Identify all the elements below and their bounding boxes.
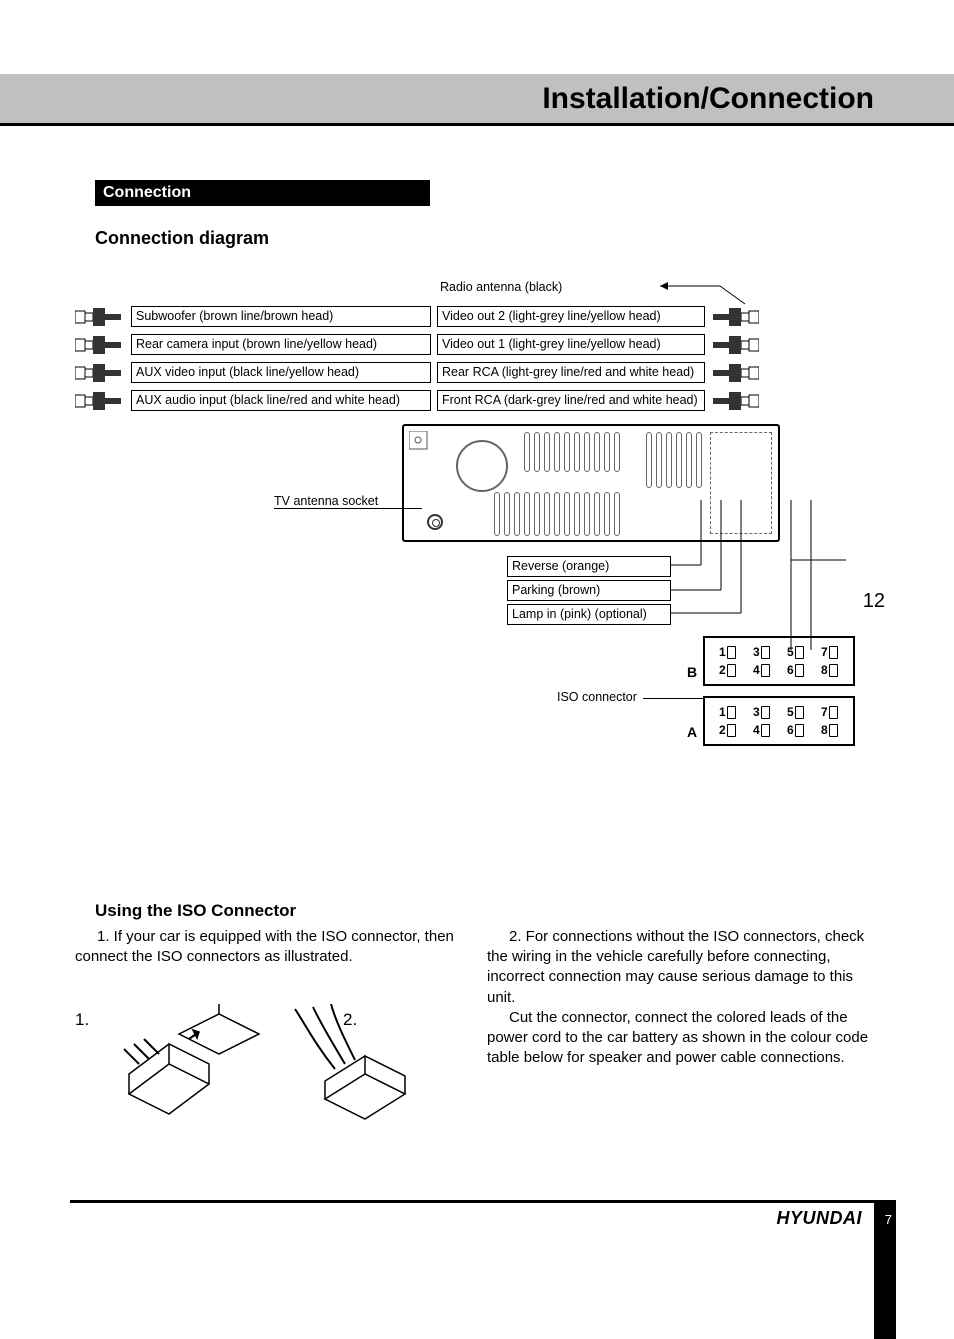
rca-left-2 bbox=[75, 336, 123, 354]
iso-letter-b: B bbox=[687, 664, 697, 680]
pin: 7 bbox=[821, 644, 845, 660]
page-number: 7 bbox=[885, 1212, 892, 1227]
cd-mech-icon bbox=[456, 440, 508, 492]
pin: 1 bbox=[719, 644, 743, 660]
left-conn-3: AUX video input (black line/yellow head) bbox=[131, 362, 431, 383]
rca-left-1 bbox=[75, 308, 123, 326]
tv-socket-label: TV antenna socket bbox=[274, 494, 378, 508]
para-1: 1. If your car is equipped with the ISO … bbox=[75, 927, 463, 968]
page-title: Installation/Connection bbox=[542, 82, 874, 116]
antenna-port-icon bbox=[409, 431, 429, 451]
rca-right-2 bbox=[711, 336, 759, 354]
iso-illustrations: 1. 2. bbox=[75, 1010, 445, 1130]
connection-diagram: Radio antenna (black) Subwoofer (brown l… bbox=[75, 276, 875, 766]
pin: 8 bbox=[821, 722, 845, 738]
tv-socket-icon bbox=[427, 514, 443, 530]
para-2a: 2. For connections without the ISO conne… bbox=[487, 927, 875, 1008]
left-conn-2: Rear camera input (brown line/yellow hea… bbox=[131, 334, 431, 355]
pin: 5 bbox=[787, 704, 811, 720]
iso-connector-a: A 1 3 5 7 2 4 6 8 bbox=[703, 696, 855, 746]
brand-logo: HYUNDAI bbox=[776, 1208, 862, 1229]
iso-label: ISO connector bbox=[557, 690, 637, 704]
pin: 3 bbox=[753, 644, 777, 660]
wire-2: Parking (brown) bbox=[507, 580, 671, 601]
wire-group: Reverse (orange) Parking (brown) Lamp in… bbox=[507, 540, 877, 760]
pin: 7 bbox=[821, 704, 845, 720]
section-tab: Connection bbox=[95, 180, 430, 206]
iso-letter-a: A bbox=[687, 724, 697, 740]
right-conn-4: Front RCA (dark-grey line/red and white … bbox=[437, 390, 705, 411]
pin: 2 bbox=[719, 722, 743, 738]
pin: 5 bbox=[787, 644, 811, 660]
iso-heading: Using the ISO Connector bbox=[95, 900, 875, 923]
antenna-label: Radio antenna (black) bbox=[440, 280, 562, 294]
iso-connector-b: B 1 3 5 7 2 4 6 8 bbox=[703, 636, 855, 686]
pin: 6 bbox=[787, 722, 811, 738]
header-band: Installation/Connection bbox=[0, 74, 954, 126]
right-conn-2: Video out 1 (light-grey line/yellow head… bbox=[437, 334, 705, 355]
illus-1-icon bbox=[119, 1004, 269, 1124]
antenna-arrow bbox=[660, 276, 780, 306]
right-conn-3: Rear RCA (light-grey line/red and white … bbox=[437, 362, 705, 383]
left-conn-4: AUX audio input (black line/red and whit… bbox=[131, 390, 431, 411]
pin: 2 bbox=[719, 662, 743, 678]
pin: 4 bbox=[753, 722, 777, 738]
rca-right-3 bbox=[711, 364, 759, 382]
illus-2-icon bbox=[285, 1004, 435, 1124]
wire-1: Reverse (orange) bbox=[507, 556, 671, 577]
left-conn-1: Subwoofer (brown line/brown head) bbox=[131, 306, 431, 327]
illus-num-1: 1. bbox=[75, 1010, 89, 1030]
subheading: Connection diagram bbox=[95, 228, 269, 249]
rca-left-4 bbox=[75, 392, 123, 410]
diagram-page-marker: 12 bbox=[863, 590, 885, 613]
rca-right-1 bbox=[711, 308, 759, 326]
pin: 3 bbox=[753, 704, 777, 720]
wire-3: Lamp in (pink) (optional) bbox=[507, 604, 671, 625]
rca-right-4 bbox=[711, 392, 759, 410]
pin: 8 bbox=[821, 662, 845, 678]
pin: 1 bbox=[719, 704, 743, 720]
pin: 4 bbox=[753, 662, 777, 678]
footer-rule bbox=[70, 1200, 874, 1203]
right-conn-1: Video out 2 (light-grey line/yellow head… bbox=[437, 306, 705, 327]
para-2b: Cut the connector, connect the colored l… bbox=[487, 1008, 875, 1069]
rca-left-3 bbox=[75, 364, 123, 382]
pin: 6 bbox=[787, 662, 811, 678]
